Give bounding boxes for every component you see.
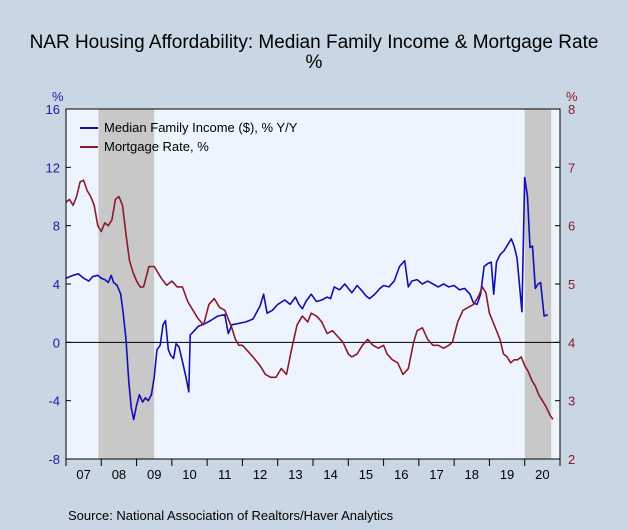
recession-band-0 xyxy=(98,109,155,459)
income-series-line xyxy=(65,176,549,421)
left-tick-label: 12 xyxy=(46,160,60,175)
chart-subtitle: % xyxy=(306,52,323,73)
series-lines xyxy=(65,176,554,421)
x-axis-ticks: 07 08 09 10 11 12 13 14 15 16 17 18 19 20 xyxy=(65,459,561,482)
x-tick-label: 12 xyxy=(253,467,267,482)
right-tick-label: 6 xyxy=(568,219,575,234)
x-tick-label: 13 xyxy=(288,467,302,482)
source-note: Source: National Association of Realtors… xyxy=(68,508,394,523)
left-axis-ticks: 16 12 8 4 0 -4 -8 xyxy=(46,102,71,467)
x-tick-label: 18 xyxy=(465,467,479,482)
x-tick-label: 09 xyxy=(147,467,161,482)
chart-title: NAR Housing Affordability: Median Family… xyxy=(30,32,599,53)
legend: Median Family Income ($), % Y/Y Mortgage… xyxy=(80,120,298,154)
x-tick-label: 07 xyxy=(76,467,90,482)
right-tick-label: 4 xyxy=(568,335,575,350)
left-tick-label: 8 xyxy=(53,219,60,234)
left-tick-label: 4 xyxy=(53,277,60,292)
right-tick-label: 3 xyxy=(568,394,575,409)
x-tick-label: 10 xyxy=(182,467,196,482)
x-tick-label: 19 xyxy=(500,467,514,482)
left-tick-label: -8 xyxy=(48,452,60,467)
x-tick-label: 17 xyxy=(429,467,443,482)
x-tick-label: 08 xyxy=(112,467,126,482)
right-tick-label: 7 xyxy=(568,160,575,175)
x-tick-label: 20 xyxy=(535,467,549,482)
right-axis-ticks: 8 7 6 5 4 3 2 xyxy=(555,102,575,467)
legend-label-income: Median Family Income ($), % Y/Y xyxy=(104,120,298,135)
right-tick-label: 8 xyxy=(568,102,575,117)
left-axis-unit: % xyxy=(52,89,64,104)
right-tick-label: 2 xyxy=(568,452,575,467)
legend-label-mortgage: Mortgage Rate, % xyxy=(104,139,209,154)
right-axis-unit: % xyxy=(566,89,578,104)
left-tick-label: 16 xyxy=(46,102,60,117)
right-tick-label: 5 xyxy=(568,277,575,292)
x-tick-label: 11 xyxy=(218,467,232,482)
x-tick-label: 14 xyxy=(323,467,337,482)
left-tick-label: -4 xyxy=(48,394,60,409)
mortgage-series-line xyxy=(65,179,554,420)
x-tick-label: 16 xyxy=(394,467,408,482)
left-tick-label: 0 xyxy=(53,335,60,350)
x-tick-label: 15 xyxy=(359,467,373,482)
